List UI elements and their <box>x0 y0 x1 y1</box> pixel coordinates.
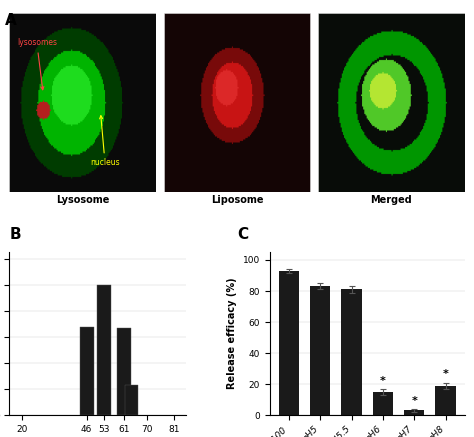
Y-axis label: Release efficacy (%): Release efficacy (%) <box>228 278 237 389</box>
X-axis label: Merged: Merged <box>370 195 412 205</box>
Bar <box>117 328 131 415</box>
X-axis label: Lysosome: Lysosome <box>56 195 109 205</box>
Text: A: A <box>5 13 17 28</box>
Text: *: * <box>380 376 386 386</box>
Bar <box>404 410 424 415</box>
Text: lysosomes: lysosomes <box>17 38 57 90</box>
Text: *: * <box>443 369 448 379</box>
Bar <box>97 285 111 415</box>
Text: C: C <box>237 227 248 242</box>
Text: B: B <box>9 227 21 242</box>
Text: *: * <box>411 396 417 406</box>
Bar <box>373 392 393 415</box>
Bar <box>310 286 330 415</box>
Bar <box>125 385 138 415</box>
Bar <box>279 271 299 415</box>
Text: nucleus: nucleus <box>90 116 120 167</box>
Bar <box>80 326 93 415</box>
Bar <box>435 386 456 415</box>
Bar <box>341 289 362 415</box>
X-axis label: Liposome: Liposome <box>211 195 263 205</box>
